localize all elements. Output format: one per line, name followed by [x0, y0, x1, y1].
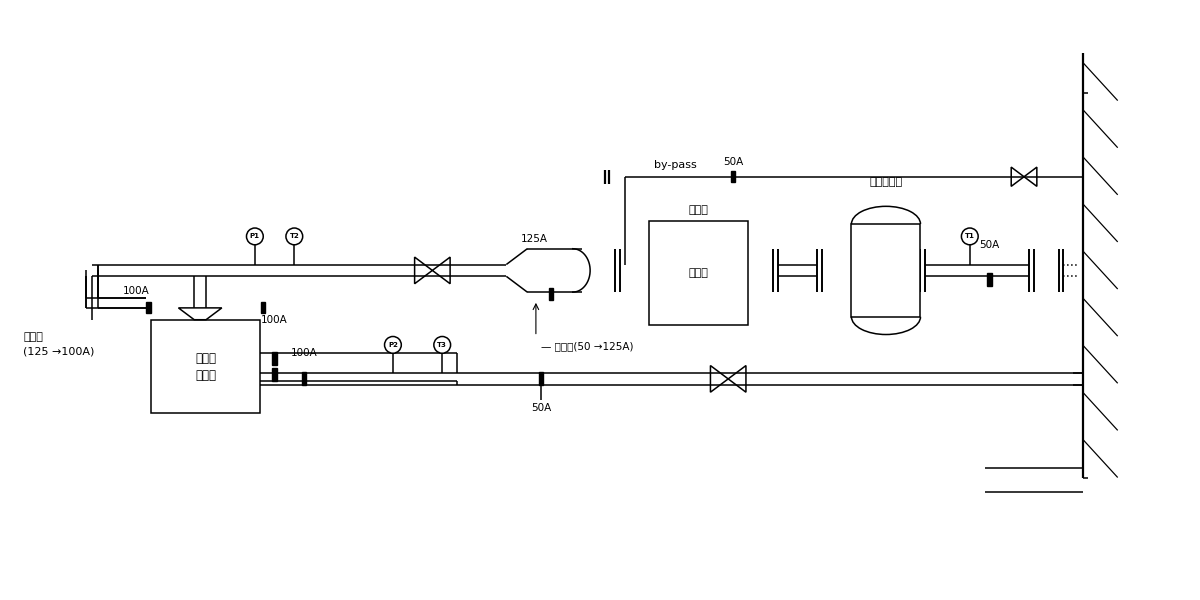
Text: 100A: 100A: [290, 348, 318, 358]
Text: P2: P2: [388, 342, 398, 348]
Circle shape: [384, 337, 401, 353]
Circle shape: [246, 228, 263, 245]
Circle shape: [961, 228, 978, 245]
Text: 100A: 100A: [124, 286, 150, 296]
Circle shape: [434, 337, 451, 353]
Bar: [548, 287, 553, 301]
Text: 125A: 125A: [521, 234, 548, 244]
Text: 감압기: 감압기: [689, 205, 708, 215]
Bar: [272, 352, 277, 365]
Text: 감압기: 감압기: [689, 268, 708, 278]
Bar: [272, 368, 277, 381]
Bar: [539, 373, 544, 385]
Bar: [852, 224, 920, 317]
Text: 50A: 50A: [979, 240, 1000, 250]
Text: T3: T3: [437, 342, 448, 348]
Text: — 관확장(50 →125A): — 관확장(50 →125A): [541, 341, 634, 352]
Text: P1: P1: [250, 233, 260, 239]
Text: 100A: 100A: [262, 314, 288, 325]
Text: 50A: 50A: [530, 403, 551, 413]
Bar: [649, 221, 748, 325]
Text: 수증기
압축기: 수증기 압축기: [196, 352, 216, 382]
Bar: [302, 373, 306, 385]
Polygon shape: [179, 308, 222, 320]
Bar: [151, 320, 259, 413]
Text: T1: T1: [965, 233, 974, 239]
Text: by-pass: by-pass: [654, 160, 697, 170]
Bar: [260, 302, 265, 313]
Text: 유수분리기: 유수분리기: [870, 176, 902, 187]
Text: T2: T2: [289, 233, 299, 239]
Circle shape: [286, 228, 302, 245]
Bar: [146, 302, 150, 313]
Text: 관축소
(125 →100A): 관축소 (125 →100A): [23, 332, 95, 356]
Bar: [731, 171, 736, 182]
Bar: [988, 273, 991, 286]
Text: 50A: 50A: [724, 157, 743, 167]
